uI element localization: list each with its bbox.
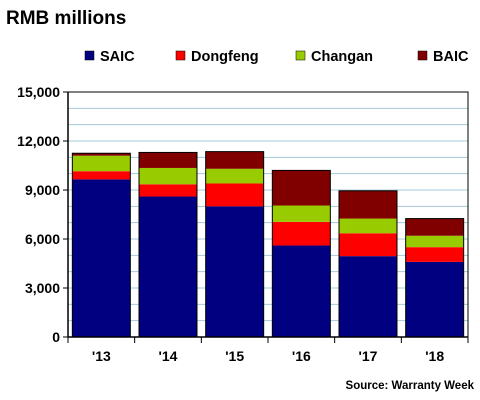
y-tick-label: 9,000 [25, 182, 60, 198]
legend-label-dongfeng: Dongfeng [191, 49, 259, 65]
bar-segment-baic [139, 152, 197, 168]
bar-segment-saic [272, 245, 331, 337]
x-tick-label: '18 [425, 348, 444, 364]
bar-segment-baic [339, 190, 397, 219]
legend-label-baic: BAIC [433, 49, 469, 65]
x-axis-ticks: '13 '14 '15 '16 '17 '18 [67, 337, 469, 364]
bar-segment-baic [72, 153, 131, 156]
x-tick-label: '14 [159, 348, 178, 364]
bar-segment-dongfeng [339, 233, 397, 257]
y-tick-label: 6,000 [25, 231, 60, 247]
source-note: Source: Warranty Week [346, 380, 475, 392]
y-tick-label: 3,000 [25, 280, 60, 296]
x-tick-label: '13 [92, 348, 111, 364]
bar-segment-changan [405, 235, 464, 248]
x-tick-label: '15 [225, 348, 244, 364]
legend-swatch-changan [295, 50, 306, 61]
bar-segment-baic [405, 218, 464, 236]
legend-swatch-dongfeng [175, 50, 186, 61]
bar-segment-changan [72, 155, 131, 172]
bar-segment-dongfeng [405, 247, 464, 262]
bar-segment-saic [205, 206, 264, 337]
bar-segment-changan [272, 205, 331, 222]
bar-segment-dongfeng [139, 184, 197, 197]
legend-swatch-saic [84, 50, 95, 61]
bar-segment-dongfeng [272, 221, 331, 246]
bar-segment-changan [339, 218, 397, 234]
bars [71, 151, 465, 338]
legend-label-changan: Changan [311, 49, 373, 65]
plot-background [68, 92, 468, 337]
y-tick-label: 12,000 [17, 133, 60, 149]
bar-segment-saic [339, 256, 397, 337]
bar-segment-baic [272, 170, 331, 206]
bar-segment-baic [205, 151, 264, 169]
bar-segment-changan [205, 168, 264, 184]
bar-segment-saic [72, 179, 131, 337]
y-tick-label: 15,000 [17, 84, 60, 100]
chart-title: RMB millions [6, 8, 126, 29]
y-axis-ticks: 0 3,000 6,000 9,000 12,000 15,000 [17, 84, 68, 345]
bar-segment-saic [139, 196, 197, 337]
legend: SAIC Dongfeng Changan BAIC [84, 49, 469, 65]
x-tick-label: '16 [292, 348, 311, 364]
y-tick-label: 0 [52, 329, 60, 345]
legend-label-saic: SAIC [100, 49, 135, 65]
bar-segment-dongfeng [205, 183, 264, 207]
legend-swatch-baic [417, 50, 428, 61]
x-tick-label: '17 [359, 348, 378, 364]
bar-segment-changan [139, 167, 197, 185]
bar-segment-saic [405, 261, 464, 337]
bar-segment-dongfeng [72, 171, 131, 180]
